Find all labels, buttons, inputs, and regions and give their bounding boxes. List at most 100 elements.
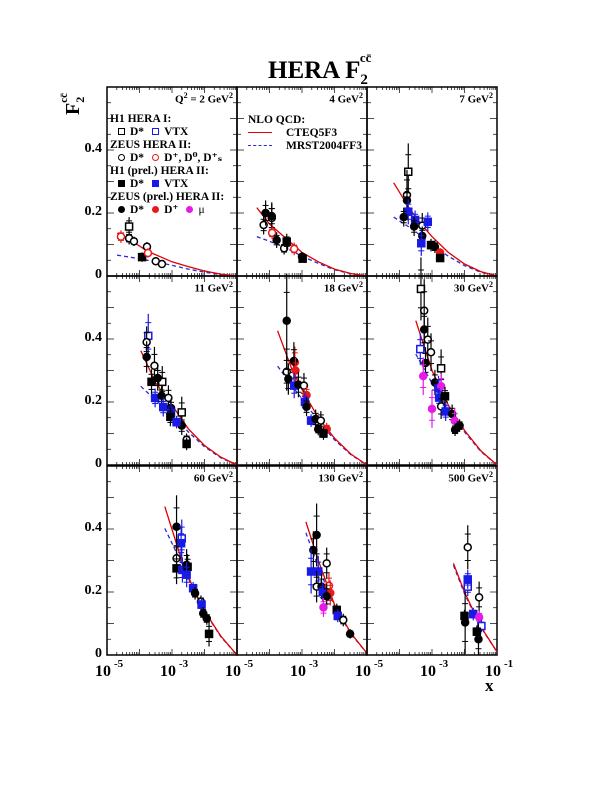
q2-label: Q2 = 2 GeV2 [175,91,233,106]
data-point-circle [116,232,126,241]
square-open-blue-marker-icon [152,128,160,135]
circle-filled-black-marker-icon [118,206,125,213]
tick-base: 10 [290,663,306,680]
y-axis-label: F2cc̄ [58,93,88,115]
data-point-circle [399,212,408,222]
square-open-black-marker-icon [118,128,125,135]
data-point-square [319,429,328,438]
data-point-square [282,237,291,246]
tick-base: 10 [420,663,436,680]
mrst-curve [393,216,498,277]
tick-exponent: -3 [439,658,449,670]
ylabel-main: F [62,102,84,115]
legend-label: D* [130,152,145,164]
x-tick-label: 10 -5 [95,658,123,681]
x-axis-label: x [485,676,494,695]
q2-label: 130 GeV2 [318,470,363,485]
title-main: HERA F [268,57,361,84]
y-tick-label: 0.2 [84,393,103,408]
data-point-circle [157,391,166,400]
data-point-circle [447,409,457,419]
circle-open-black-marker-icon [118,154,125,161]
data-point-circle [463,543,472,552]
q2-label: 11 GeV2 [194,280,233,295]
data-point-circle [289,356,299,366]
legend-theory-header: NLO QCD: [248,114,306,126]
legend-row: D* D⁺ μ [110,204,224,217]
data-point-square [435,253,445,263]
data-point-circle [316,416,326,425]
data-point-circle [474,635,483,644]
tick-exponent: -5 [374,658,384,670]
panel-frame [106,275,238,466]
data-point-circle [427,404,437,414]
data-point-square [176,538,186,548]
data-point-circle [474,612,484,622]
legend-label: CTEQ5F3 [286,127,338,139]
data-point-circle [267,228,277,238]
data-point-circle [426,347,436,357]
legend-label: D* [130,126,145,138]
data-point-circle [322,559,331,568]
q2-label: 30 GeV2 [453,280,493,295]
legend-label: MRST2004FF3 [286,140,363,152]
cteq-curve [140,350,238,466]
x-tick-label: 10 -3 [160,658,188,681]
legend-label: VTX [164,126,189,138]
legend-label: μ [198,204,205,216]
q2-label: 60 GeV2 [193,470,233,485]
data-point-circle [322,592,331,601]
data-point-square [158,402,168,412]
mrst-dashed-line-icon [248,145,272,146]
ylabel-sub: 2 [73,96,87,103]
x-tick-label: 10 -5 [355,658,383,681]
y-tick-label: 0.2 [84,583,103,598]
data-point-square [416,344,425,354]
data-point-circle [143,248,153,258]
y-tick-label: 0.4 [84,330,103,345]
legend-label: D⁺, D⁰, D⁺ₛ [164,152,223,164]
q2-label: 18 GeV2 [323,280,363,295]
q2-label: 500 GeV2 [448,470,493,485]
q2-label: 4 GeV2 [329,91,363,106]
data-point-square [423,217,433,227]
tick-base: 10 [225,663,241,680]
data-point-circle [164,393,173,403]
data-point-square [197,600,206,609]
q2-label: 7 GeV2 [459,91,493,106]
data-point-circle [312,530,321,540]
data-point-square [436,364,446,373]
circle-open-red-marker-icon [152,154,160,161]
tick-exponent: -5 [114,658,124,670]
legend-group-header: H1 HERA I: [110,113,172,125]
data-point-square [182,439,191,449]
data-point-circle [302,402,311,411]
mrst-curve [117,254,238,277]
data-point-square [417,238,426,248]
data-point-circle [157,259,167,269]
x-tick-label: 10 -1 [485,658,513,681]
data-point-square [298,254,307,263]
legend-label: D* [130,178,145,190]
legend-theory: NLO QCD: CTEQ5F3 MRST2004FF3 [248,114,362,153]
data-point-circle [402,196,412,205]
legend-row: CTEQ5F3 [248,127,362,140]
cteq-curve [276,330,368,466]
data-point-square [137,252,147,262]
data-point-square [177,408,186,417]
y-tick-label: 0 [95,456,102,471]
data-point-square [204,629,214,639]
cteq-curve [452,563,498,653]
data-point-circle [129,237,139,246]
x-tick-label: 10 -3 [290,658,318,681]
data-point-circle [142,352,151,362]
data-point-circle [436,382,446,391]
tick-base: 10 [355,663,371,680]
tick-exponent: -1 [504,658,514,670]
legend-row: D* VTX [110,178,224,191]
ylabel-sup: cc̄ [58,93,70,103]
data-point-circle [430,242,440,251]
tick-exponent: -3 [179,658,189,670]
tick-exponent: -3 [309,658,319,670]
